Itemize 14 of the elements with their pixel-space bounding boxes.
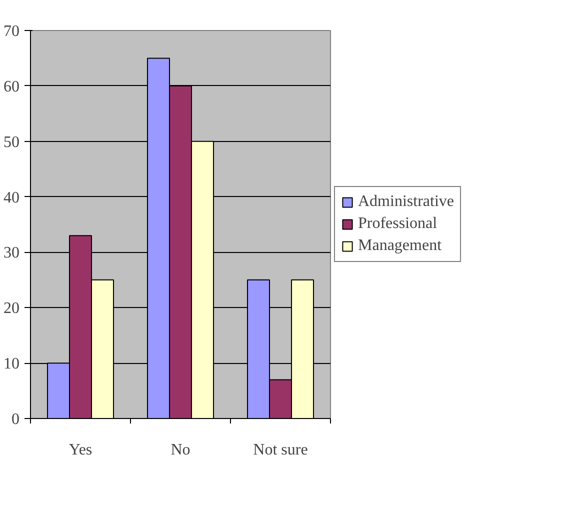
y-tick-label: 40	[4, 189, 20, 206]
x-tick-label: Yes	[68, 442, 92, 458]
x-tick-label: No	[170, 442, 190, 458]
y-tick-label: 70	[4, 23, 20, 40]
y-tick-label: 20	[4, 300, 20, 318]
y-tick-label: 50	[4, 134, 20, 151]
y-tick-label: 60	[4, 78, 20, 96]
legend-label: Administrative	[358, 193, 454, 211]
y-tick-label: 0	[12, 411, 20, 428]
legend-label: Management	[358, 237, 442, 255]
y-tick-label: 10	[4, 356, 20, 373]
x-tick-label: Not sure	[253, 442, 308, 458]
y-tick-label: 30	[4, 244, 20, 262]
legend-label: Professional	[358, 215, 438, 233]
